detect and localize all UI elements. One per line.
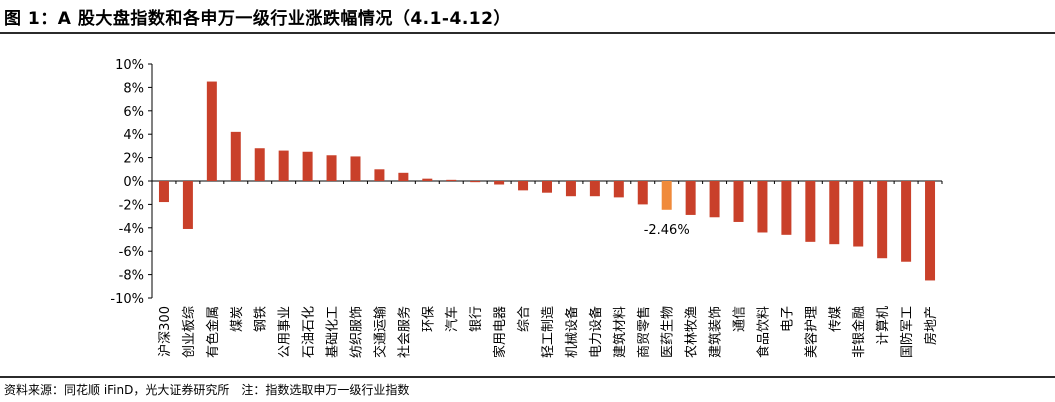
bar bbox=[877, 181, 888, 259]
bar bbox=[757, 181, 768, 233]
bar bbox=[805, 181, 816, 242]
bar bbox=[446, 179, 457, 181]
bar bbox=[254, 148, 265, 181]
bars bbox=[158, 81, 943, 281]
bar bbox=[182, 181, 193, 229]
y-tick-label: -2% bbox=[119, 198, 144, 213]
x-tick-label: 银行 bbox=[469, 306, 484, 332]
bar bbox=[422, 178, 433, 181]
x-tick-label: 电子 bbox=[780, 306, 795, 332]
bar bbox=[206, 81, 217, 181]
bar bbox=[302, 151, 313, 181]
bar bbox=[853, 181, 864, 247]
bar bbox=[829, 181, 840, 245]
bar bbox=[637, 181, 648, 205]
bar bbox=[158, 181, 169, 203]
y-tick-label: 6% bbox=[123, 105, 144, 120]
x-tick-label: 轻工制造 bbox=[541, 306, 556, 358]
y-tick-label: 0% bbox=[123, 175, 144, 190]
y-tick-label: -10% bbox=[110, 292, 144, 307]
bar bbox=[901, 181, 912, 262]
x-tick-label: 汽车 bbox=[444, 306, 460, 332]
x-tick-label: 医药生物 bbox=[661, 306, 676, 358]
title-rule bbox=[0, 32, 1055, 34]
y-tick-label: -6% bbox=[119, 245, 144, 260]
x-tick-label: 商贸零售 bbox=[636, 306, 652, 358]
bar-chart: 10% 8% 6% 4% 2% 0% -2% -4% -6% -8% -10% 沪深300 创业板综有… bbox=[110, 58, 943, 358]
x-tick-label: 建筑装饰 bbox=[708, 306, 724, 358]
bar bbox=[925, 181, 936, 281]
x-tick-label: 电力设备 bbox=[588, 306, 604, 358]
bar bbox=[661, 181, 672, 210]
x-tick-label: 农林牧渔 bbox=[685, 306, 700, 358]
x-tick-label: 公用事业 bbox=[278, 306, 293, 358]
x-tick-label: 综合 bbox=[517, 306, 532, 332]
bar bbox=[350, 156, 361, 181]
x-tick-label: 食品饮料 bbox=[755, 306, 771, 358]
bar bbox=[733, 181, 744, 222]
x-tick-label: 建筑材料 bbox=[612, 306, 628, 358]
x-tick-label: 机械设备 bbox=[564, 306, 580, 358]
bar bbox=[781, 181, 792, 235]
y-tick-label: -4% bbox=[119, 222, 144, 237]
x-tick-label: 通信 bbox=[733, 306, 748, 332]
x-tick-label: 基础化工 bbox=[326, 306, 341, 358]
x-tick-label: 非银金融 bbox=[851, 306, 867, 358]
x-tick-label: 环保 bbox=[421, 306, 436, 332]
y-tick-label: 10% bbox=[115, 58, 144, 73]
bar bbox=[685, 181, 696, 215]
highlight-value-label: -2.46% bbox=[644, 223, 690, 238]
bar bbox=[278, 150, 289, 181]
source-note: 资料来源：同花顺 iFinD，光大证券研究所 注：指数选取申万一级行业指数 bbox=[4, 383, 410, 397]
x-tick-label: 计算机 bbox=[876, 306, 891, 345]
x-tick-label: 传媒 bbox=[828, 306, 843, 332]
footer-rule bbox=[0, 376, 1055, 378]
bar bbox=[589, 181, 600, 197]
y-tick-label: 2% bbox=[123, 152, 144, 167]
x-tick-label: 创业板综 bbox=[182, 306, 197, 358]
x-tick-label: 社会服务 bbox=[396, 306, 412, 358]
annotations: -2.46% bbox=[644, 223, 690, 238]
bar bbox=[374, 169, 385, 181]
y-tick-label: 4% bbox=[123, 128, 144, 143]
bar bbox=[326, 155, 337, 181]
bar bbox=[470, 181, 481, 183]
x-tick-label: 国防军工 bbox=[899, 306, 915, 358]
bar bbox=[398, 172, 409, 181]
bar bbox=[518, 181, 529, 191]
bar bbox=[709, 181, 720, 218]
chart-title: 图 1：A 股大盘指数和各申万一级行业涨跌幅情况（4.1-4.12） bbox=[4, 9, 511, 29]
bar bbox=[230, 131, 241, 181]
bar bbox=[613, 181, 624, 198]
x-tick-label: 美容护理 bbox=[803, 306, 819, 358]
x-tick-label: 纺织服饰 bbox=[349, 306, 364, 358]
x-tick-label: 钢铁 bbox=[254, 306, 269, 332]
x-tick-label: 交通运输 bbox=[372, 306, 388, 358]
x-axis-labels: 沪深300 创业板综 有色金属 煤炭 钢铁 公用事业 石油石化 基础化工 纺织服饰 交通运输 社会服… bbox=[157, 306, 939, 358]
x-tick-label: 沪深300 bbox=[157, 306, 173, 357]
bar bbox=[494, 181, 505, 185]
x-tick-label: 家用电器 bbox=[492, 306, 508, 358]
x-tick-label: 石油石化 bbox=[302, 306, 317, 358]
x-tick-label: 房地产 bbox=[923, 306, 939, 345]
bar bbox=[565, 181, 576, 197]
x-tick-label: 煤炭 bbox=[230, 306, 245, 332]
y-tick-label: -8% bbox=[119, 269, 144, 284]
bar bbox=[542, 181, 552, 193]
y-tick-label: 8% bbox=[123, 81, 144, 96]
x-tick-label: 有色金属 bbox=[205, 306, 221, 358]
